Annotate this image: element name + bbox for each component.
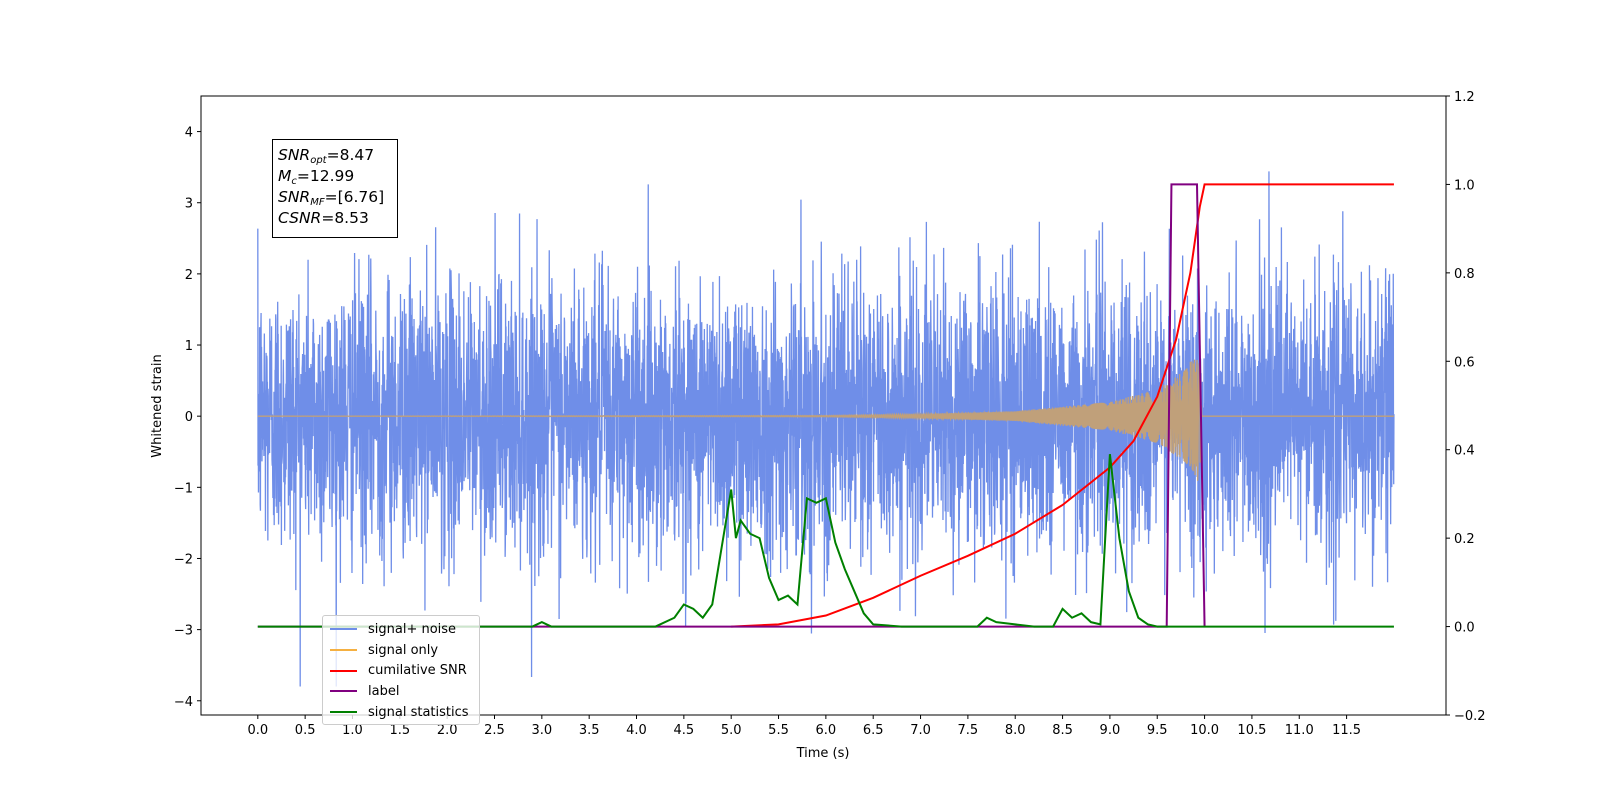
y-right-tick-label: 1.0 (1454, 178, 1475, 193)
x-tick-label: 1.5 (389, 723, 410, 738)
signal-statistics-line (257, 454, 1394, 628)
legend-swatch (330, 649, 357, 652)
x-tick-label: 7.5 (958, 723, 979, 738)
y-right-axis-ticks: 1.2 1.0 0.8 0.6 0.4 0.2 0.0 −0.2 (1446, 90, 1486, 724)
y-axis-label: Whitened strain (150, 354, 165, 457)
y-left-tick-label: 1 (185, 339, 193, 354)
y-left-tick-label: −3 (174, 624, 193, 639)
legend: signal+ noise signal only cumilative SNR… (322, 615, 480, 725)
y-left-tick-label: 3 (185, 197, 193, 212)
legend-entry-signal-statistics: signal statistics (329, 702, 479, 723)
y-left-tick-label: −1 (174, 481, 193, 496)
statistics-box: SNRopt=8.47 Mc=12.99 SNRMF=[6.76] CSNR=8… (272, 139, 398, 238)
csnr-stat: CSNR=8.53 (278, 209, 369, 227)
x-tick-label: 6.0 (816, 723, 837, 738)
x-tick-label: 11.5 (1332, 723, 1361, 738)
x-tick-label: 3.5 (579, 723, 600, 738)
y-left-tick-label: −4 (174, 695, 193, 710)
snr-opt-stat: SNRopt=8.47 (278, 146, 375, 166)
x-tick-label: 7.0 (910, 723, 931, 738)
x-tick-label: 10.0 (1190, 723, 1219, 738)
x-tick-label: 5.0 (721, 723, 742, 738)
x-tick-label: 5.5 (768, 723, 789, 738)
y-left-tick-label: 2 (185, 268, 193, 283)
y-right-tick-label: −0.2 (1454, 709, 1486, 724)
y-right-tick-label: 0.8 (1454, 267, 1475, 282)
x-tick-label: 3.0 (531, 723, 552, 738)
chirp-mass-stat: Mc=12.99 (278, 167, 355, 187)
plot-traces (257, 171, 1395, 687)
legend-entry-signal-only: signal only (329, 640, 479, 661)
x-tick-label: 9.0 (1100, 723, 1121, 738)
x-tick-label: 8.5 (1052, 723, 1073, 738)
y-right-tick-label: 0.2 (1454, 532, 1475, 547)
legend-entry-cumulative-snr: cumilative SNR (329, 660, 479, 681)
y-right-tick-label: 1.2 (1454, 90, 1475, 105)
x-tick-label: 4.5 (674, 723, 695, 738)
x-tick-label: 1.0 (342, 723, 363, 738)
label-line (257, 183, 1206, 628)
x-tick-label: 9.5 (1147, 723, 1168, 738)
x-tick-label: 11.0 (1285, 723, 1314, 738)
x-tick-label: 2.5 (484, 723, 505, 738)
x-tick-label: 0.5 (295, 723, 316, 738)
y-right-tick-label: 0.4 (1454, 444, 1475, 459)
plot-frame (200, 95, 1447, 716)
legend-swatch (330, 690, 357, 693)
x-tick-label: 6.5 (863, 723, 884, 738)
legend-swatch (330, 711, 357, 714)
legend-entry-label: label (329, 681, 479, 702)
y-right-tick-label: 0.0 (1454, 621, 1475, 636)
signal-noise-trace (257, 171, 1395, 687)
x-tick-label: 4.0 (626, 723, 647, 738)
signal-only-trace (257, 359, 1394, 481)
x-axis-label: Time (s) (796, 746, 850, 761)
y-right-tick-label: 0.6 (1454, 355, 1475, 370)
legend-swatch (330, 669, 357, 672)
snr-mf-stat: SNRMF=[6.76] (278, 188, 385, 208)
x-tick-label: 0.0 (247, 723, 268, 738)
legend-entry-signal-noise: signal+ noise (329, 619, 479, 640)
legend-swatch (330, 628, 357, 631)
x-tick-label: 10.5 (1237, 723, 1266, 738)
y-left-tick-label: 4 (185, 126, 193, 141)
x-tick-label: 8.0 (1005, 723, 1026, 738)
x-axis-ticks: 0.0 0.5 1.0 1.5 2.0 2.5 3.0 3.5 4.0 4.5 5.0 5.5 6.0 6… (247, 715, 1361, 738)
y-left-tick-label: −2 (174, 552, 193, 567)
x-tick-label: 2.0 (437, 723, 458, 738)
y-left-tick-label: 0 (185, 410, 193, 425)
y-left-axis-ticks: 4 3 2 1 0 −1 −2 −3 −4 (174, 126, 201, 710)
cumulative-snr-line (731, 183, 1394, 628)
